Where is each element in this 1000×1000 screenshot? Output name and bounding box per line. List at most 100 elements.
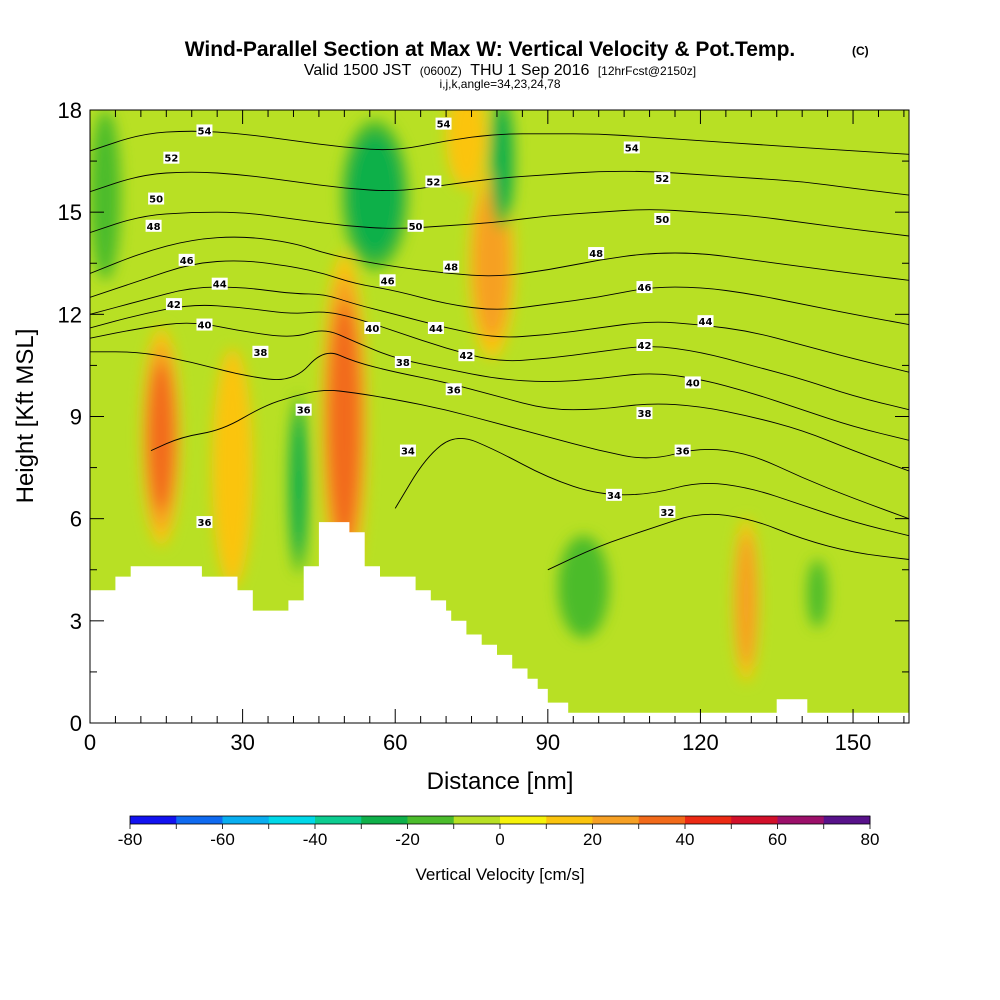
contour-label-bg	[165, 298, 182, 311]
theta-contour-42	[90, 304, 909, 411]
x-axis-label: Distance [nm]	[427, 768, 574, 795]
valid-utc: (0600Z)	[420, 64, 462, 78]
contour-label-bg	[163, 151, 180, 164]
contour-label: 40	[684, 376, 701, 389]
contour-label-bg	[623, 141, 640, 154]
colorbar-tick-label: -20	[395, 830, 420, 849]
contour-label-text: 38	[638, 409, 652, 420]
chart-title: Wind-Parallel Section at Max W: Vertical…	[185, 38, 796, 61]
contour-label: 54	[623, 141, 640, 154]
contour-label-text: 36	[297, 406, 311, 417]
contour-label-text: 42	[459, 351, 473, 362]
contour-label: 46	[636, 281, 653, 294]
colorbar-swatch	[315, 816, 362, 824]
contour-label: 48	[443, 260, 460, 274]
colorbar: -80 -60 -40 -20 0 20 40 60 80	[118, 815, 880, 849]
contour-label-bg	[145, 219, 162, 232]
contour-label: 34	[399, 444, 416, 458]
contour-label-bg	[379, 274, 396, 287]
contour-label: 40	[196, 318, 213, 332]
contour-label-text: 52	[655, 174, 669, 185]
contour-label-bg	[178, 253, 195, 266]
contour-label: 50	[654, 212, 671, 226]
contour-label: 48	[145, 219, 162, 233]
contour-label-text: 36	[676, 447, 690, 458]
theta-contour-46	[90, 260, 909, 326]
contour-labels: 54 52 50 48 46 44 42 40 38 36 36 46 40 44 38 42 36 34 54 52…	[145, 117, 714, 529]
contour-label-text: 34	[401, 447, 415, 458]
contour-label-text: 50	[409, 222, 423, 233]
contour-label-text: 40	[365, 324, 379, 335]
valid-date: THU 1 Sep 2016	[470, 62, 589, 79]
contour-label-bg	[252, 345, 269, 358]
contour-label-bg	[407, 219, 424, 232]
colorbar-tick-label: -60	[210, 830, 235, 849]
y-tick-label: 12	[58, 302, 82, 327]
contour-label-bg	[196, 318, 213, 331]
contour-label-text: 54	[625, 143, 639, 154]
contour-label: 36	[295, 403, 312, 417]
contour-label-text: 44	[213, 280, 227, 291]
contour-label-bg	[659, 505, 676, 518]
contour-label-bg	[435, 117, 452, 130]
contour-label-text: 54	[437, 120, 451, 131]
valid-time-subtitle: Valid 1500 JST (0600Z) THU 1 Sep 2016 [1…	[304, 62, 696, 79]
contour-label: 36	[196, 516, 213, 529]
contour-label: 52	[425, 175, 442, 189]
colorbar-swatch	[592, 816, 640, 824]
contour-label-bg	[697, 315, 714, 328]
colorbar-swatch	[176, 816, 223, 824]
colorbar-swatch	[407, 816, 455, 824]
theta-contour-50	[90, 209, 909, 237]
colorbar-swatch	[546, 816, 593, 824]
contour-label: 54	[196, 124, 213, 137]
contour-label-bg	[394, 356, 411, 369]
contour-label-bg	[636, 338, 653, 351]
theta-contour-32	[547, 513, 909, 571]
w-cell-8	[446, 110, 487, 189]
contour-label-bg	[399, 444, 416, 457]
colorbar-tick-label: 80	[861, 830, 880, 849]
contour-label: 38	[252, 345, 269, 359]
contour-label: 50	[148, 192, 165, 206]
contour-label-bg	[443, 260, 460, 273]
contour-label: 42	[458, 349, 475, 362]
contour-label-text: 44	[699, 317, 713, 328]
contour-label-text: 44	[429, 324, 443, 335]
theta-contour-34	[394, 438, 909, 537]
y-tick-label: 9	[70, 405, 82, 430]
contour-label: 42	[165, 298, 182, 311]
y-tick-label: 3	[70, 609, 82, 634]
contour-label-text: 52	[426, 178, 440, 189]
contour-label-bg	[588, 247, 605, 260]
contour-label-text: 46	[381, 276, 395, 287]
colorbar-swatch	[500, 816, 547, 824]
contour-label: 50	[407, 219, 424, 233]
colorbar-tick-label: 20	[583, 830, 602, 849]
contour-label-text: 32	[660, 508, 674, 519]
contour-label: 36	[674, 444, 691, 458]
colorbar-tick-label: 40	[676, 830, 695, 849]
contour-label-bg	[427, 321, 444, 334]
contour-label: 38	[394, 356, 411, 369]
theta-contour-40	[90, 322, 909, 441]
y-axis-label: Height [Kft MSL]	[12, 329, 39, 504]
contour-label: 46	[379, 274, 396, 287]
contour-label-text: 38	[396, 358, 410, 369]
contour-label-bg	[295, 403, 312, 416]
x-axis: 0 30 60 90 120 150	[84, 110, 905, 755]
contour-label-text: 54	[197, 126, 211, 137]
contour-label: 40	[364, 321, 381, 335]
vertical-velocity-field	[90, 110, 828, 683]
w-cell-1	[328, 302, 361, 544]
colorbar-label: Vertical Velocity [cm/s]	[415, 865, 584, 884]
w-cell-11	[807, 559, 828, 628]
contour-label: 54	[435, 117, 452, 131]
w-cell-9	[558, 535, 609, 638]
contour-label: 44	[427, 321, 444, 335]
colorbar-swatch	[130, 816, 177, 824]
contour-label-bg	[605, 488, 622, 501]
contour-label-text: 42	[638, 341, 652, 352]
y-tick-label: 18	[58, 98, 82, 123]
contour-label: 38	[636, 407, 653, 420]
